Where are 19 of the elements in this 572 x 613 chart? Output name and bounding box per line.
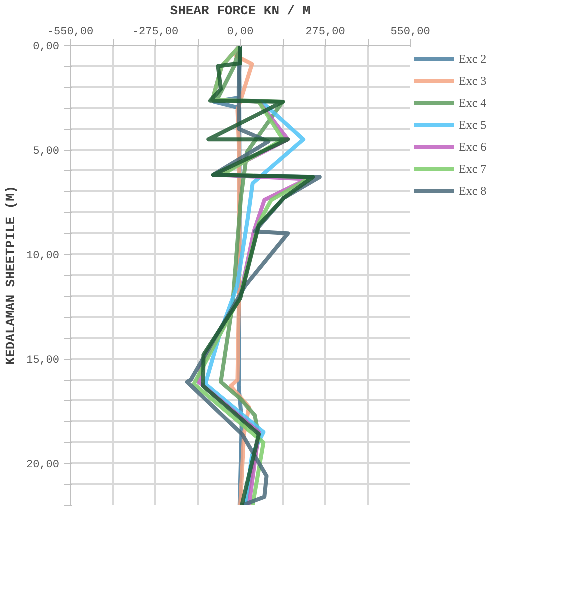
legend-label: Exc 6: [459, 140, 487, 154]
legend-label: Exc 7: [459, 162, 487, 176]
x-tick-label: 275,00: [306, 26, 346, 38]
legend-label: Exc 5: [459, 118, 487, 132]
y-axis-title: KEDALAMAN SHEETPILE (M): [3, 186, 18, 366]
x-tick-label: -550,00: [47, 26, 94, 38]
legend-label: Exc 8: [459, 184, 487, 198]
x-tick-label: 0,00: [227, 26, 254, 38]
x-tick-label: 550,00: [390, 26, 430, 38]
y-tick-label: 0,00: [33, 42, 60, 54]
y-tick-label: 20,00: [26, 460, 60, 472]
legend-label: Exc 2: [459, 52, 487, 66]
legend-label: Exc 3: [459, 74, 487, 88]
x-axis-title: SHEAR FORCE KN / M: [170, 4, 311, 18]
y-tick-label: 15,00: [26, 355, 60, 368]
x-tick-label: -275,00: [132, 26, 179, 38]
legend-label: Exc 4: [459, 96, 487, 110]
y-tick-label: 10,00: [26, 250, 60, 263]
y-tick-label: 5,00: [33, 146, 60, 158]
